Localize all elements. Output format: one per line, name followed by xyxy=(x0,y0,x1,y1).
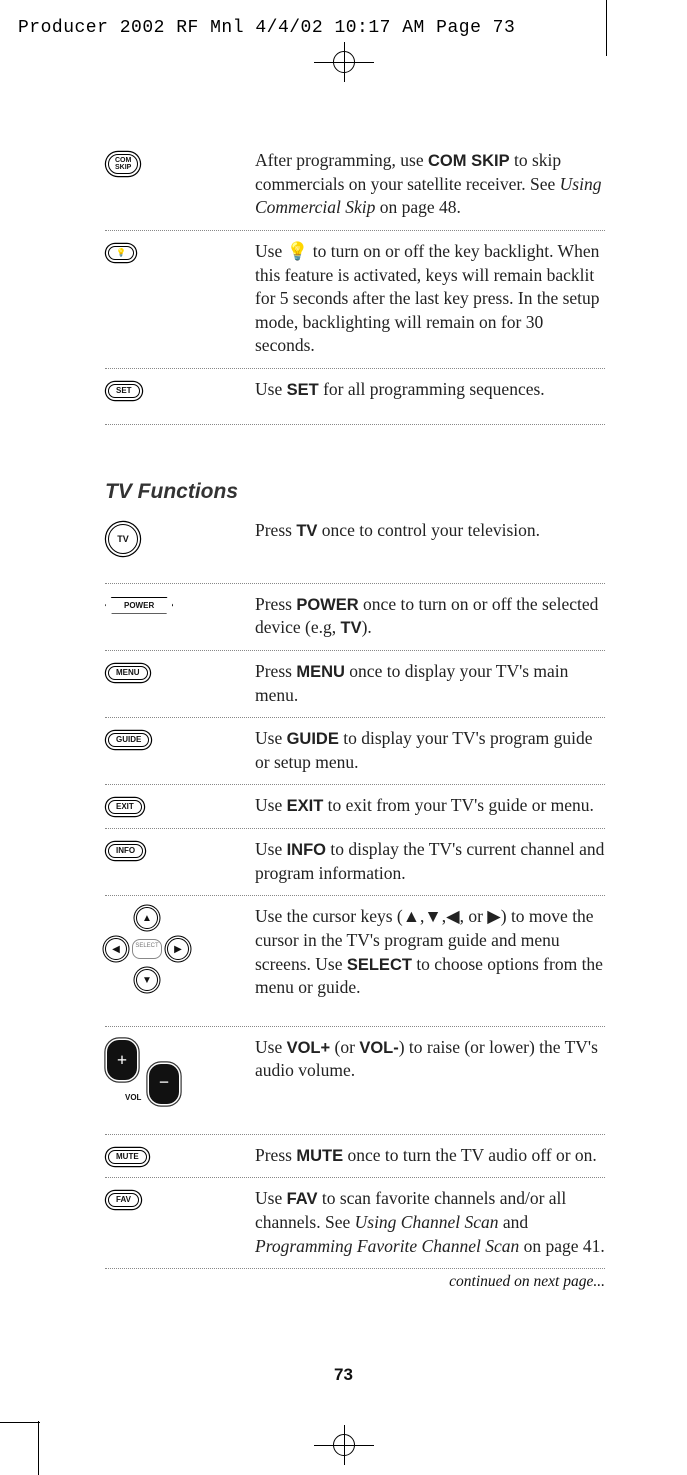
button-icon: COMSKIP xyxy=(108,154,138,174)
function-row: MUTE Press MUTE once to turn the TV audi… xyxy=(105,1135,605,1179)
description-cell: Use INFO to display the TV's current cha… xyxy=(255,838,605,885)
function-row: MENU Press MENU once to display your TV'… xyxy=(105,651,605,718)
button-icon: FAV xyxy=(108,1193,139,1207)
crop-mark xyxy=(0,1422,40,1423)
register-mark-bottom xyxy=(314,1425,374,1465)
volume-icon: +−VOL xyxy=(105,1038,185,1108)
button-icon: 💡 xyxy=(108,246,134,260)
description-cell: Use the cursor keys (▲,▼,◀, or ▶) to mov… xyxy=(255,905,605,1000)
register-mark-top xyxy=(314,42,374,82)
description-cell: Use FAV to scan favorite channels and/or… xyxy=(255,1187,605,1258)
function-row: +−VOL Use VOL+ (or VOL-) to raise (or lo… xyxy=(105,1027,605,1135)
description-cell: Use VOL+ (or VOL-) to raise (or lower) t… xyxy=(255,1036,605,1108)
icon-cell: INFO xyxy=(105,838,255,885)
button-icon: MENU xyxy=(108,666,148,680)
function-row: COMSKIP After programming, use COM SKIP … xyxy=(105,140,605,231)
description-cell: Press MENU once to display your TV's mai… xyxy=(255,660,605,707)
description-cell: Use 💡 to turn on or off the key backligh… xyxy=(255,240,605,358)
function-row: FAV Use FAV to scan favorite channels an… xyxy=(105,1178,605,1269)
icon-cell: MUTE xyxy=(105,1144,255,1168)
function-row: GUIDE Use GUIDE to display your TV's pro… xyxy=(105,718,605,785)
description-cell: After programming, use COM SKIP to skip … xyxy=(255,149,605,220)
description-cell: Use GUIDE to display your TV's program g… xyxy=(255,727,605,774)
icon-cell: EXIT xyxy=(105,794,255,818)
function-row: EXIT Use EXIT to exit from your TV's gui… xyxy=(105,785,605,829)
icon-cell: FAV xyxy=(105,1187,255,1258)
button-icon: EXIT xyxy=(108,800,142,814)
dpad-icon: ▲▼ ◀▶ SELECT xyxy=(105,907,189,991)
button-icon: GUIDE xyxy=(108,733,149,747)
icon-cell: COMSKIP xyxy=(105,149,255,220)
print-header: Producer 2002 RF Mnl 4/4/02 10:17 AM Pag… xyxy=(18,18,515,38)
icon-cell: 💡 xyxy=(105,240,255,358)
page-number: 73 xyxy=(334,1365,353,1385)
crop-mark xyxy=(38,1421,39,1475)
function-row: INFO Use INFO to display the TV's curren… xyxy=(105,829,605,896)
button-icon: SET xyxy=(108,384,140,398)
icon-cell: ▲▼ ◀▶ SELECT xyxy=(105,905,255,1000)
icon-cell: TV xyxy=(105,519,255,557)
description-cell: Press TV once to control your television… xyxy=(255,519,605,557)
description-cell: Use SET for all programming sequences. xyxy=(255,378,605,402)
function-row: POWER Press POWER once to turn on or off… xyxy=(105,584,605,651)
description-cell: Press MUTE once to turn the TV audio off… xyxy=(255,1144,605,1168)
function-row: TV Press TV once to control your televis… xyxy=(105,510,605,584)
description-cell: Use EXIT to exit from your TV's guide or… xyxy=(255,794,605,818)
function-row: ▲▼ ◀▶ SELECT Use the cursor keys (▲,▼,◀,… xyxy=(105,896,605,1027)
icon-cell: SET xyxy=(105,378,255,402)
power-button-icon: POWER xyxy=(105,597,173,614)
icon-cell: GUIDE xyxy=(105,727,255,774)
button-icon: TV xyxy=(108,524,138,554)
icon-cell: +−VOL xyxy=(105,1036,255,1108)
icon-cell: POWER xyxy=(105,593,255,640)
function-row: 💡 Use 💡 to turn on or off the key backli… xyxy=(105,231,605,369)
button-icon: MUTE xyxy=(108,1150,147,1164)
button-icon: INFO xyxy=(108,844,143,858)
section-title: TV Functions xyxy=(105,480,605,504)
page-content: COMSKIP After programming, use COM SKIP … xyxy=(105,140,605,1291)
continued-text: continued on next page... xyxy=(105,1273,605,1291)
crop-mark xyxy=(606,0,607,56)
function-row: SET Use SET for all programming sequence… xyxy=(105,369,605,425)
icon-cell: MENU xyxy=(105,660,255,707)
description-cell: Press POWER once to turn on or off the s… xyxy=(255,593,605,640)
